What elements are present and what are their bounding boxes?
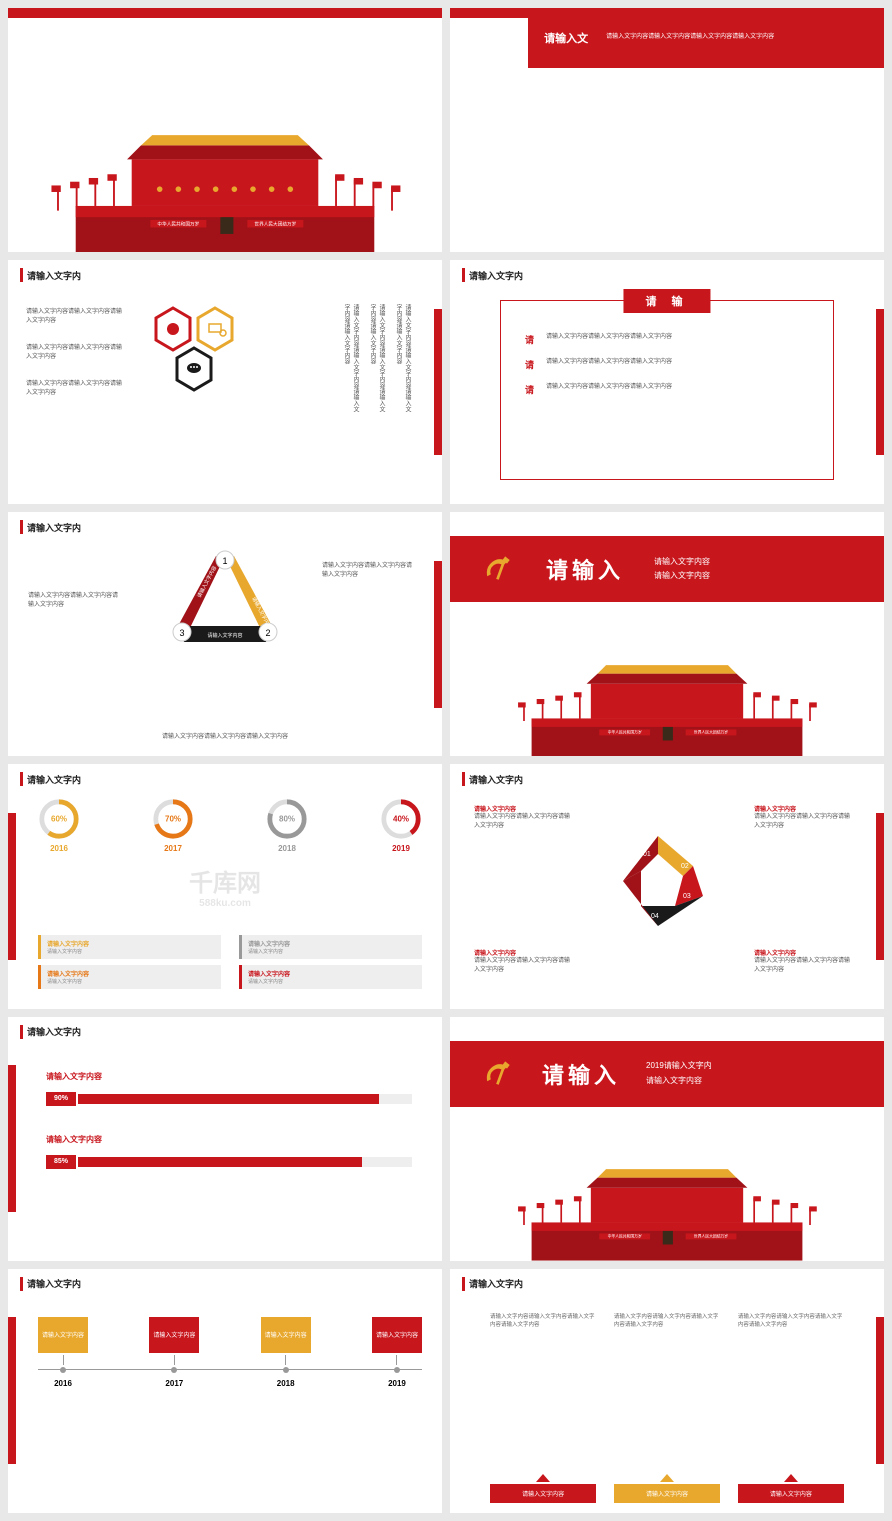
party-emblem-icon [480, 1056, 516, 1092]
slide-5: 请输入文字内 1 2 3 请输入文字内容 请输入文字内容 请输入文字内容 请输入… [8, 512, 442, 756]
section-title: 请输入 [546, 553, 624, 585]
hex-icon [174, 346, 214, 392]
svg-text:中华人民共和国万岁: 中华人民共和国万岁 [157, 220, 199, 227]
slide-8: 请输入文字内 01 02 03 04 请输入文字内容 请输入文字内容请输入文字内… [450, 764, 884, 1008]
timeline-box: 请输入文字内容 [149, 1317, 199, 1353]
donut-chart: 70% [152, 798, 194, 840]
slide-7: 请输入文字内 千库网588ku.com 60%201670%201780%201… [8, 764, 442, 1008]
slide-title: 请输入文字内 [469, 1277, 523, 1290]
slide-6: 请输入 请输入文字内容 请输入文字内容 中华人民共和国万岁 世界人民大团结万岁 [450, 512, 884, 756]
slide-title: 请输入文字内 [27, 521, 81, 534]
scroll-title: 请 输 [623, 289, 710, 313]
svg-text:03: 03 [683, 893, 691, 900]
svg-text:中华人民共和国万岁: 中华人民共和国万岁 [608, 730, 642, 735]
slide-3: 请输入文字内 请输入文字内容请输入文字内容请输入文字内容 请输入文字内容请输入文… [8, 260, 442, 504]
section-title: 请输入 [542, 1058, 620, 1090]
slide-title: 请输入文字内 [469, 269, 523, 282]
slide-1: 中华人民共和国万岁 世界人民大团结万岁 [8, 8, 442, 252]
svg-text:世界人民大团结万岁: 世界人民大团结万岁 [694, 730, 728, 735]
diamond-diagram: 01 02 03 04 [603, 826, 713, 936]
svg-text:请输入文字内容: 请输入文字内容 [196, 565, 219, 599]
svg-text:世界人民大团结万岁: 世界人民大团结万岁 [254, 220, 296, 227]
slide-title: 请输入文字内 [27, 1025, 81, 1038]
slide-12: 请输入文字内 请输入文字内容请输入文字内容请输入文字内容请输入文字内容请输入文字… [450, 1269, 884, 1513]
svg-text:请输入文字内容: 请输入文字内容 [207, 632, 242, 639]
svg-text:04: 04 [651, 913, 659, 920]
svg-text:1: 1 [222, 556, 227, 566]
svg-text:中华人民共和国万岁: 中华人民共和国万岁 [608, 1234, 642, 1239]
box-text: 请输入文字内容请输入文字内容请输入文字内容请输入文字内容 [606, 33, 868, 43]
timeline-box: 请输入文字内容 [261, 1317, 311, 1353]
slide-9: 请输入文字内 请输入文字内容90%请输入文字内容85% [8, 1017, 442, 1261]
svg-text:01: 01 [643, 851, 651, 858]
arrow-box: 请输入文字内容 [614, 1484, 720, 1503]
slide-11: 请输入文字内 请输入文字内容2016请输入文字内容2017请输入文字内容2018… [8, 1269, 442, 1513]
box-title: 请输入文 [544, 30, 588, 46]
tiananmen-svg: 中华人民共和国万岁 世界人民大团结万岁 [38, 122, 411, 253]
donut-chart: 60% [38, 798, 80, 840]
donut-chart: 80% [266, 798, 308, 840]
triangle-diagram: 1 2 3 请输入文字内容 请输入文字内容 请输入文字内容 [160, 548, 290, 658]
donut-chart: 40% [380, 798, 422, 840]
arrow-box: 请输入文字内容 [490, 1484, 596, 1503]
slide-10: 请输入 2019请输入文字内 请输入文字内容 中华人民共和国万岁 世界人民大团结… [450, 1017, 884, 1261]
slide-title: 请输入文字内 [469, 773, 523, 786]
slide-title: 请输入文字内 [27, 1277, 81, 1290]
svg-text:2: 2 [265, 628, 270, 638]
slide-2: 请输入文 请输入文字内容请输入文字内容请输入文字内容请输入文字内容 [450, 8, 884, 252]
timeline-box: 请输入文字内容 [372, 1317, 422, 1353]
svg-text:3: 3 [179, 628, 184, 638]
svg-text:02: 02 [681, 863, 689, 870]
party-emblem-icon [480, 551, 516, 587]
slide-4: 请输入文字内 请 输 请请输入文字内容请输入文字内容请输入文字内容 请请输入文字… [450, 260, 884, 504]
timeline-box: 请输入文字内容 [38, 1317, 88, 1353]
arrow-box: 请输入文字内容 [738, 1484, 844, 1503]
svg-text:世界人民大团结万岁: 世界人民大团结万岁 [694, 1234, 728, 1239]
slide-title: 请输入文字内 [27, 773, 81, 786]
slide-title: 请输入文字内 [27, 269, 81, 282]
